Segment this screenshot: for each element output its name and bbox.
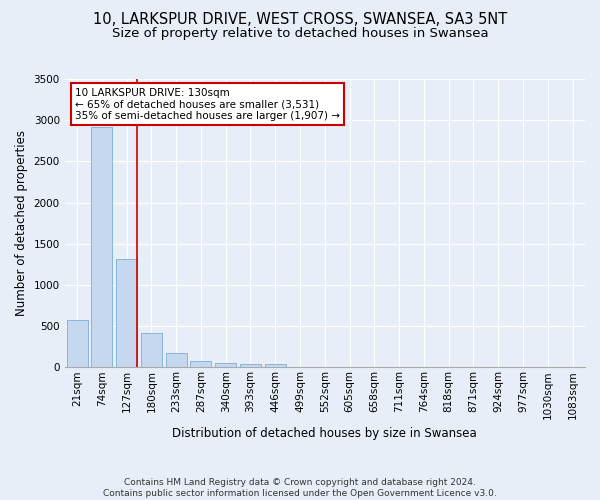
Bar — [265, 364, 286, 368]
X-axis label: Distribution of detached houses by size in Swansea: Distribution of detached houses by size … — [172, 427, 477, 440]
Text: Size of property relative to detached houses in Swansea: Size of property relative to detached ho… — [112, 28, 488, 40]
Bar — [141, 333, 162, 368]
Y-axis label: Number of detached properties: Number of detached properties — [15, 130, 28, 316]
Bar — [166, 353, 187, 368]
Bar — [240, 364, 261, 368]
Bar — [215, 362, 236, 368]
Text: 10, LARKSPUR DRIVE, WEST CROSS, SWANSEA, SA3 5NT: 10, LARKSPUR DRIVE, WEST CROSS, SWANSEA,… — [93, 12, 507, 28]
Text: Contains HM Land Registry data © Crown copyright and database right 2024.
Contai: Contains HM Land Registry data © Crown c… — [103, 478, 497, 498]
Bar — [116, 258, 137, 368]
Bar — [67, 320, 88, 368]
Text: 10 LARKSPUR DRIVE: 130sqm
← 65% of detached houses are smaller (3,531)
35% of se: 10 LARKSPUR DRIVE: 130sqm ← 65% of detac… — [75, 88, 340, 121]
Bar — [91, 127, 112, 368]
Bar — [190, 360, 211, 368]
